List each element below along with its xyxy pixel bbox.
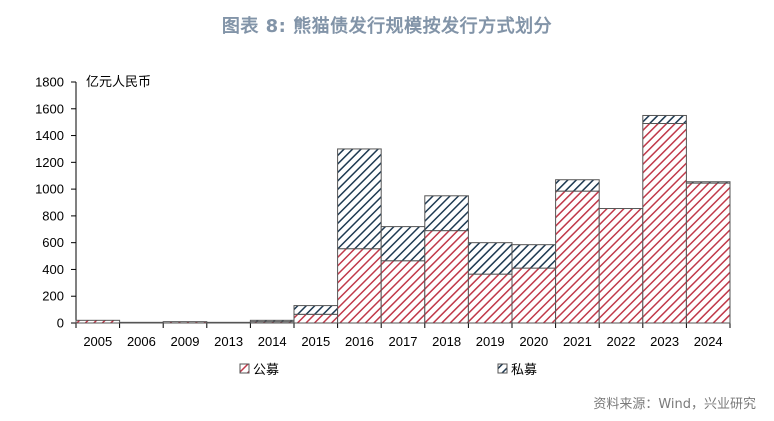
legend-item-private: 私募 [497,363,537,378]
x-tick-label: 2013 [214,334,243,349]
y-tick-label: 1800 [35,75,64,90]
bar-public-2019 [467,273,513,324]
source-note: 资料来源：Wind，兴业研究 [593,397,756,412]
y-tick-label: 600 [42,235,64,250]
bar-public-2018 [424,230,469,324]
bar-public-2005 [75,319,121,324]
legend-label: 公募 [253,363,279,378]
bar-private-2021 [555,179,600,192]
y-tick-label: 0 [57,316,64,331]
bar-public-2024 [685,182,731,324]
y-unit-label: 亿元人民币 [86,75,151,90]
legend-label: 私募 [511,363,537,378]
bar-public-2016 [337,248,382,324]
bar-private-2019 [467,242,513,275]
x-tick-label: 2014 [258,334,287,349]
y-tick-label: 800 [42,208,64,223]
bar-private-2020 [511,244,557,269]
x-tick-label: 2022 [607,334,636,349]
chart-title: 图表 8: 熊猫债发行规模按发行方式划分 [221,16,553,37]
bar-public-2023 [642,123,687,324]
x-tick-label: 2019 [476,334,505,349]
bar-public-2017 [380,260,426,324]
legend-swatch [239,363,250,374]
y-tick-label: 1600 [35,101,64,116]
x-tick-label: 2023 [650,334,679,349]
x-tick-label: 2018 [432,334,461,349]
bar-public-2013 [206,321,251,324]
bar-private-2024 [685,181,731,184]
x-tick-label: 2021 [563,334,592,349]
y-tick-label: 200 [42,289,64,304]
y-tick-label: 1000 [35,182,64,197]
bar-private-2015 [293,305,339,315]
legend: 公募 私募 [239,363,537,378]
legend-swatch [497,363,508,374]
bar-private-2017 [380,226,426,262]
bar-private-2014 [249,319,295,323]
bar-public-2021 [555,190,600,324]
bar-private-2018 [424,195,469,232]
bar-private-2023 [642,114,687,125]
bar-public-2022 [598,208,644,324]
tick-labels-group: 0 200 400 600 800 1000 1200 1400 1600 1800 2005 200… [35,75,723,350]
bars-group [75,114,731,324]
x-tick-label: 2017 [389,334,418,349]
x-tick-label: 2016 [345,334,374,349]
y-tick-label: 1400 [35,128,64,143]
y-tick-label: 400 [42,262,64,277]
legend-item-public: 公募 [239,363,279,378]
bar-public-2015 [293,313,339,324]
x-tick-label: 2015 [301,334,330,349]
x-tick-label: 2009 [171,334,200,349]
x-tick-label: 2006 [127,334,156,349]
bar-public-2009 [162,321,208,324]
bar-public-2020 [511,267,557,324]
bar-public-2006 [119,321,164,324]
y-tick-label: 1200 [35,155,64,170]
x-tick-label: 2020 [519,334,548,349]
x-tick-label: 2005 [83,334,112,349]
x-tick-label: 2024 [694,334,723,349]
bar-private-2016 [337,148,382,250]
